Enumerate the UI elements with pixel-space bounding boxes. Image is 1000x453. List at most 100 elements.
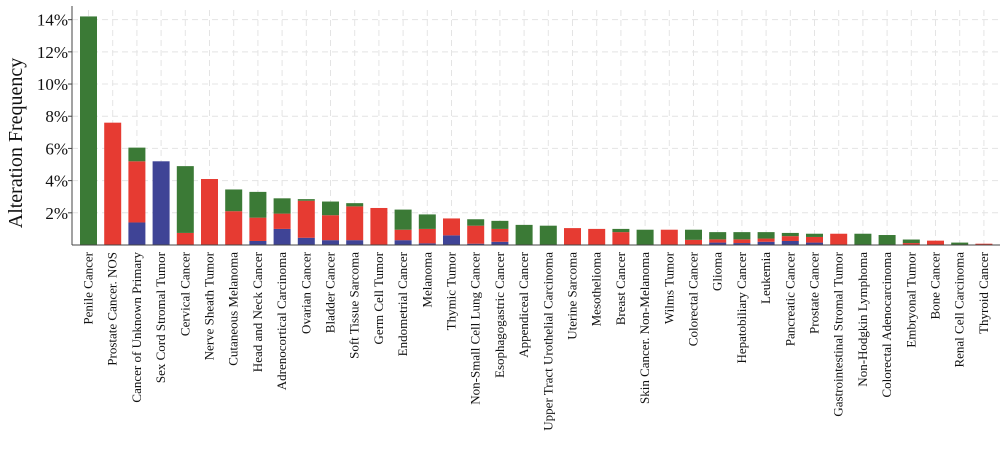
y-axis-label: Alteration Frequency — [5, 58, 27, 229]
x-tick-label: Soft Tissue Sarcoma — [347, 252, 362, 359]
x-tick-label: Breast Cancer — [613, 251, 628, 325]
x-tick-label: Mesothelioma — [589, 252, 604, 327]
x-tick-label: Adrenocortical Carcinoma — [274, 252, 289, 390]
bar-segment-green — [878, 235, 896, 245]
bar-segment-green — [806, 233, 823, 237]
bar-segment-green — [467, 219, 485, 226]
bar-segment-green — [225, 189, 243, 212]
x-tick-label: Cervical Cancer — [177, 251, 192, 336]
x-tick-label: Head and Neck Cancer — [250, 251, 265, 372]
bar-segment-red — [104, 122, 122, 245]
x-tick-label: Sex Cord Stromal Tumor — [153, 251, 168, 383]
bar-segment-green — [297, 199, 315, 201]
x-tick-label: Gastrointestinal Stromal Tumor — [831, 251, 846, 416]
bar-segment-blue — [418, 243, 436, 245]
x-tick-labels: Penile Cancer Prostate Cancer. NOS Cancer … — [81, 251, 991, 430]
x-tick-label: Leukemia — [758, 252, 773, 304]
y-tick-label: 8% — [45, 107, 68, 126]
bar-segment-red — [176, 232, 194, 245]
bar-segment-red — [443, 218, 460, 236]
x-tick-label: Thyroid Cancer — [976, 251, 991, 334]
bar-segment-red — [249, 217, 267, 241]
y-tick-label: 4% — [45, 172, 68, 191]
bar-segment-green — [539, 225, 557, 245]
bar-segment-red — [491, 228, 509, 242]
x-tick-label: Appendiceal Cancer — [516, 251, 531, 357]
bar-segment-blue — [322, 240, 339, 245]
bar-segment-red — [806, 236, 823, 243]
x-tick-label: Nerve Sheath Tumor — [202, 251, 217, 360]
bar-segment-blue — [152, 161, 170, 245]
bar-segment-red — [225, 211, 243, 245]
axes — [71, 6, 1000, 246]
bar-segment-red — [370, 207, 388, 245]
bar-segment-red — [467, 225, 485, 244]
bar-segment-red — [564, 228, 581, 245]
bar-segment-red — [975, 243, 993, 245]
bar-segment-blue — [491, 241, 509, 245]
x-tick-label: Penile Cancer — [81, 251, 96, 324]
bar-segment-blue — [249, 240, 267, 245]
bar-segment-blue — [709, 242, 727, 245]
bar-segment-green — [854, 233, 872, 245]
x-tick-label: Glioma — [710, 252, 725, 291]
x-tick-label: Bone Cancer — [928, 251, 943, 319]
x-tick-label: Upper Tract Urothelial Carcinoma — [540, 252, 555, 431]
bar-segment-blue — [467, 243, 485, 245]
bar-segment-green — [80, 16, 97, 246]
bar-segment-red — [201, 179, 218, 245]
bar-segment-green — [757, 232, 775, 239]
x-tick-label: Non-Small Cell Lung Cancer — [468, 251, 483, 404]
x-tick-label: Embryonal Tumor — [903, 251, 918, 347]
x-tick-label: Esophagogastric Cancer — [492, 251, 507, 378]
x-tick-label: Bladder Cancer — [323, 251, 338, 333]
bar-segment-red — [394, 229, 412, 241]
bar-segment-blue — [273, 228, 291, 245]
x-tick-label: Thymic Tumor — [444, 251, 459, 330]
x-tick-label: Germ Cell Tumor — [371, 251, 386, 344]
bar-segment-green — [394, 209, 412, 230]
bar-segment-green — [346, 203, 364, 207]
bar-segment-red — [297, 200, 315, 238]
bar-segment-green — [322, 201, 339, 216]
x-tick-label: Renal Cell Carcinoma — [952, 252, 967, 368]
bar-segment-blue — [757, 241, 775, 245]
bar-segment-green — [781, 232, 799, 237]
bar-segment-blue — [781, 240, 799, 245]
x-tick-label: Cancer of Unknown Primary — [129, 252, 144, 403]
bar-segment-red — [322, 215, 339, 241]
bar-segment-red — [733, 239, 751, 244]
bar-segment-red — [757, 238, 775, 242]
bar-segment-green — [418, 214, 436, 229]
x-tick-label: Prostate Cancer — [807, 251, 822, 334]
y-tick-label: 14% — [37, 11, 68, 30]
bar-segment-green — [733, 232, 751, 240]
y-tick-label: 6% — [45, 139, 68, 158]
y-tick-labels: 2% 4% 6% 8% 10% 12% 14% — [37, 11, 72, 223]
bar-segment-red — [588, 228, 606, 245]
x-tick-label: Cutaneous Melanoma — [226, 252, 241, 366]
x-tick-label: Uterine Sarcoma — [565, 252, 580, 340]
bar-segment-green — [249, 191, 267, 218]
bar-segment-red — [830, 233, 848, 245]
bars — [80, 16, 993, 246]
bar-segment-red — [902, 243, 920, 245]
bar-segment-blue — [346, 240, 364, 245]
bar-segment-green — [176, 166, 194, 233]
x-tick-label: Wilms Tumor — [661, 251, 676, 324]
x-tick-label: Colorectal Adenocarcinoma — [879, 252, 894, 398]
bar-segment-green — [515, 224, 533, 245]
bar-segment-blue — [128, 222, 146, 245]
bar-segment-green — [273, 198, 291, 214]
x-tick-label: Endometrial Cancer — [395, 251, 410, 356]
x-tick-label: Ovarian Cancer — [298, 251, 313, 334]
y-tick-label: 10% — [37, 75, 68, 94]
bar-segment-green — [685, 229, 702, 240]
y-tick-label: 2% — [45, 204, 68, 223]
bar-segment-blue — [394, 240, 412, 245]
bar-segment-red — [927, 240, 944, 245]
bar-segment-red — [709, 239, 727, 243]
y-tick-label: 12% — [37, 43, 68, 62]
bar-segment-green — [128, 147, 146, 162]
